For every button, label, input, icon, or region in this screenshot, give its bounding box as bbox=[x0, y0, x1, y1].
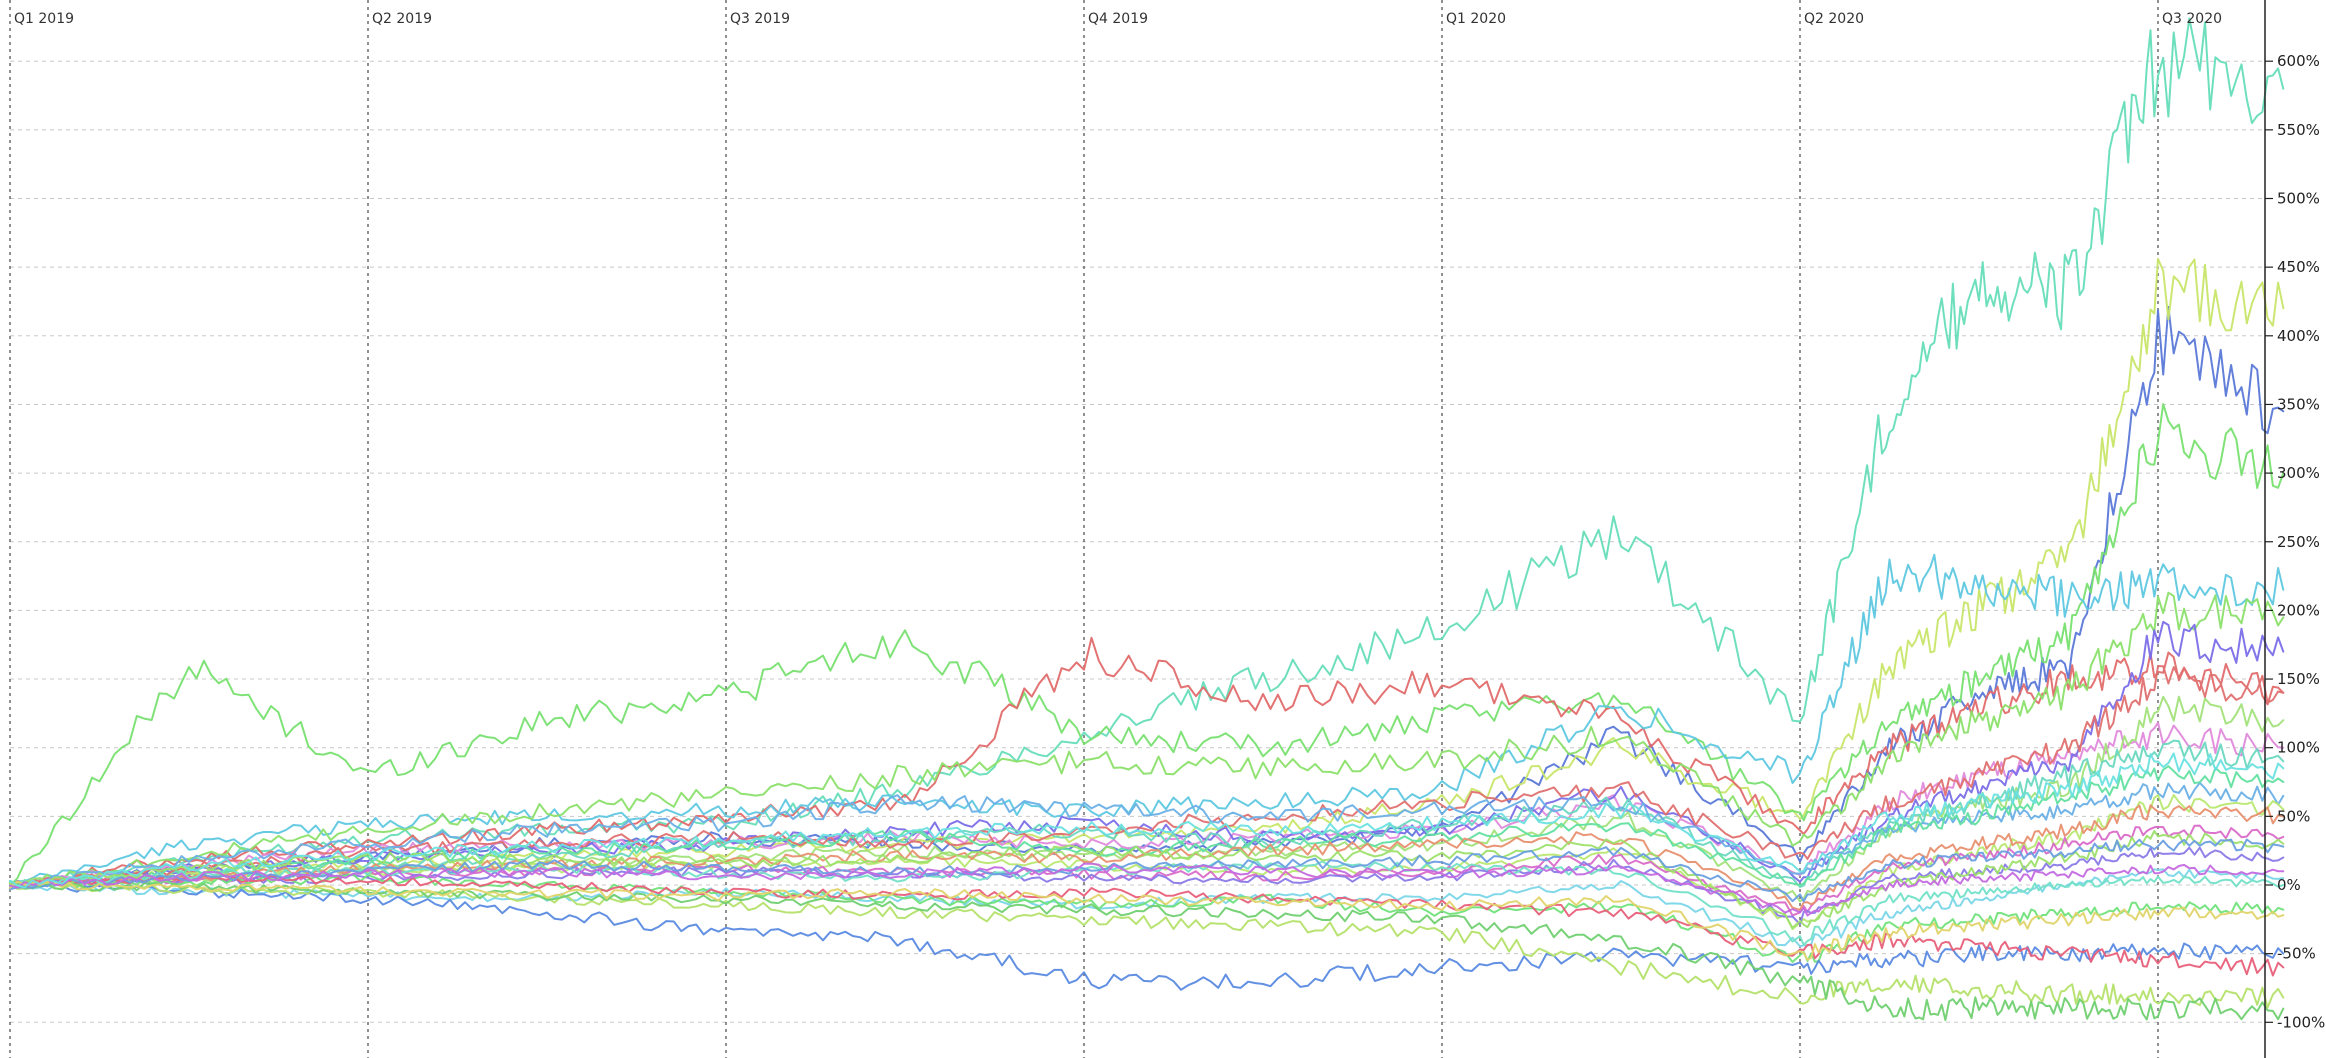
series-line bbox=[9, 636, 2285, 887]
quarter-label: Q3 2019 bbox=[730, 11, 790, 27]
y-tick-label: 400% bbox=[2277, 327, 2320, 345]
y-tick-label: 150% bbox=[2277, 670, 2320, 688]
series-line bbox=[9, 868, 2285, 948]
y-tick-label: 50% bbox=[2277, 807, 2310, 825]
series-line bbox=[9, 838, 2285, 903]
series-line bbox=[9, 17, 2285, 888]
series-line bbox=[9, 620, 2285, 888]
series-line bbox=[9, 862, 2285, 917]
quarter-label: Q2 2019 bbox=[372, 11, 432, 27]
y-tick-label: 100% bbox=[2277, 739, 2320, 757]
series-line bbox=[9, 880, 2285, 1009]
y-tick-label: -100% bbox=[2277, 1013, 2325, 1031]
series-line bbox=[9, 880, 2285, 961]
y-tick-label: 550% bbox=[2277, 121, 2320, 139]
quarter-label: Q1 2019 bbox=[14, 11, 74, 27]
series-line bbox=[9, 403, 2285, 887]
axes: -100% -50% 0% 50% 100% 150% 200% 250% 300% 350% 40… bbox=[14, 0, 2325, 1058]
quarter-label: Q2 2020 bbox=[1804, 11, 1864, 27]
series-line bbox=[9, 873, 2285, 977]
series-line bbox=[9, 881, 2285, 991]
y-tick-label: 0% bbox=[2277, 876, 2301, 894]
series-line bbox=[9, 765, 2285, 887]
y-tick-label: 600% bbox=[2277, 52, 2320, 70]
series-line bbox=[9, 846, 2285, 926]
y-tick-label: 200% bbox=[2277, 601, 2320, 619]
series-line bbox=[9, 804, 2285, 911]
y-tick-label: -50% bbox=[2277, 945, 2316, 963]
y-tick-label: 350% bbox=[2277, 395, 2320, 413]
y-tick-label: 250% bbox=[2277, 533, 2320, 551]
grid bbox=[9, 0, 2265, 1058]
series-line bbox=[9, 752, 2285, 889]
series-line bbox=[9, 553, 2285, 885]
series-line bbox=[9, 830, 2285, 929]
series-line bbox=[9, 881, 2285, 1022]
quarter-label: Q1 2020 bbox=[1446, 11, 1506, 27]
series-lines bbox=[9, 17, 2285, 1022]
series-line bbox=[9, 591, 2285, 889]
y-tick-label: 300% bbox=[2277, 464, 2320, 482]
y-tick-label: 500% bbox=[2277, 190, 2320, 208]
series-line bbox=[9, 257, 2285, 888]
quarter-label: Q4 2019 bbox=[1088, 11, 1148, 27]
series-line bbox=[9, 781, 2285, 887]
quarter-label: Q3 2020 bbox=[2162, 11, 2222, 27]
y-tick-label: 450% bbox=[2277, 258, 2320, 276]
